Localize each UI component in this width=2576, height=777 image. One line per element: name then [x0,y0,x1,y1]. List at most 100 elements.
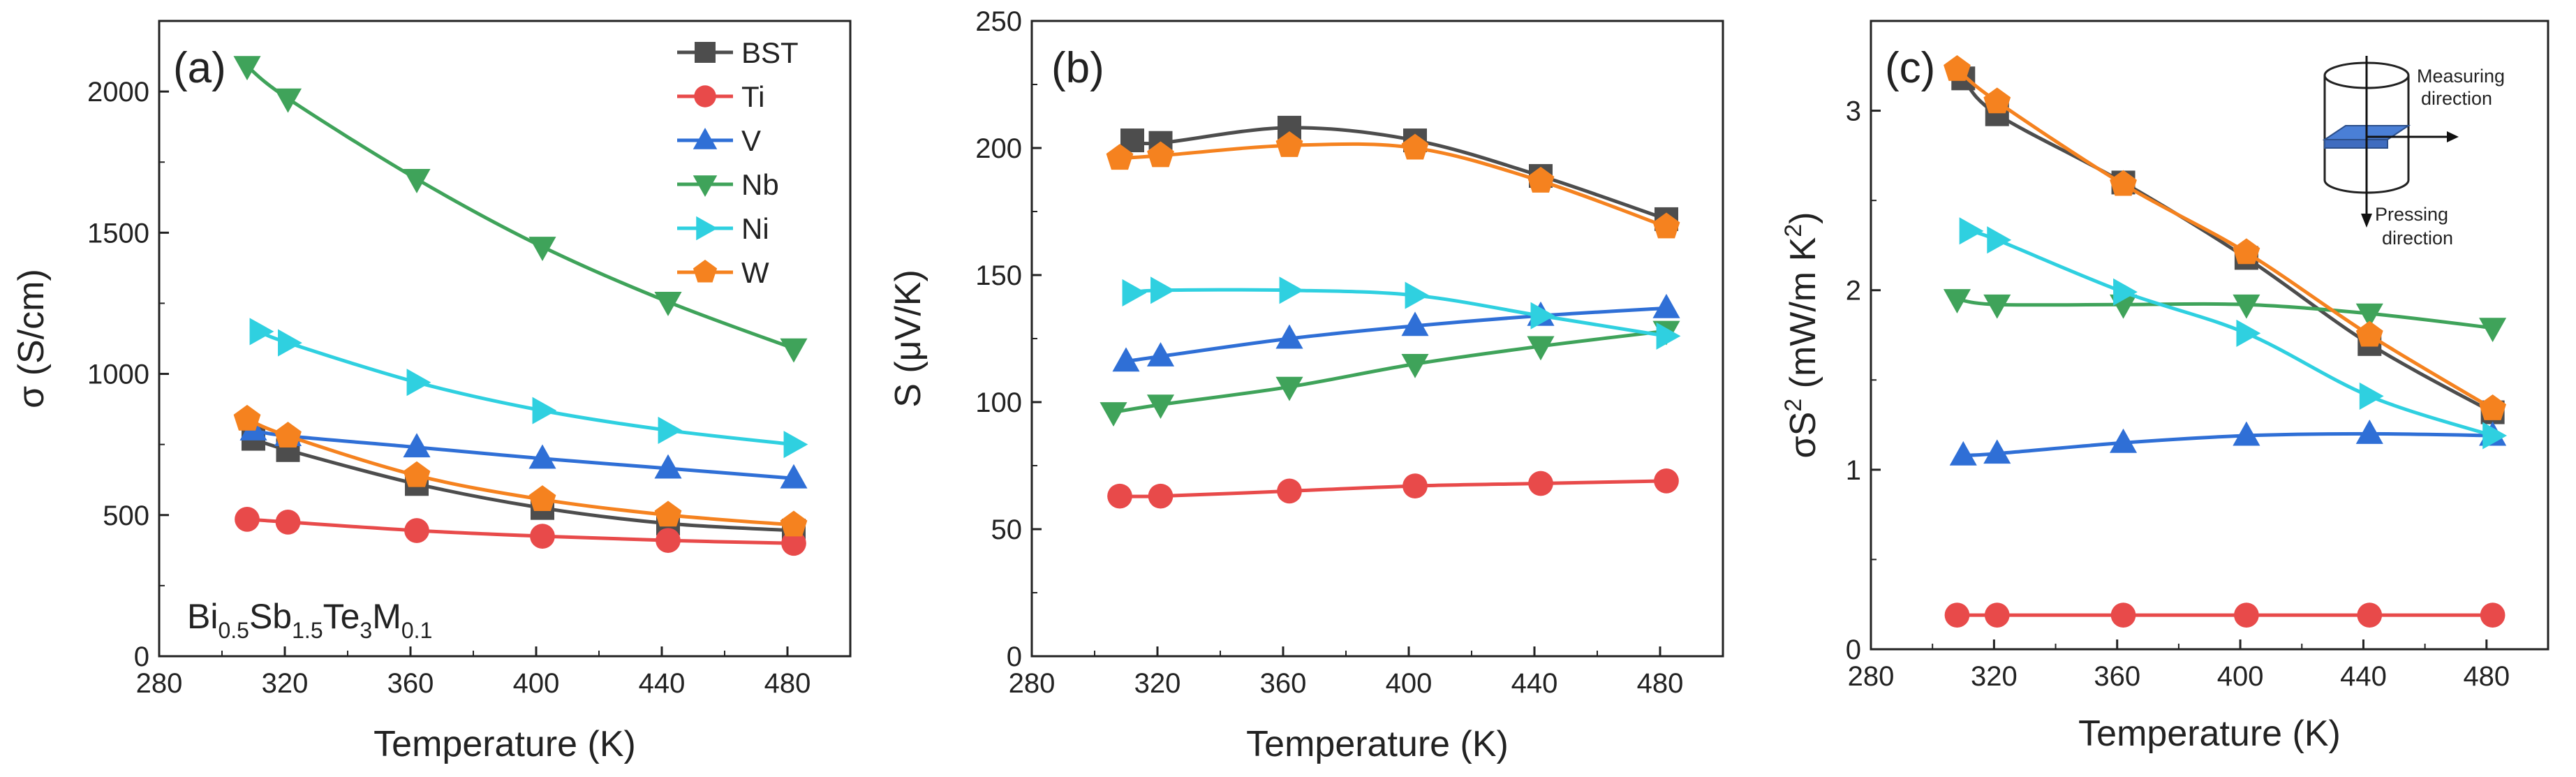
data-point [1148,483,1174,509]
plot-frame [158,20,852,658]
data-point [2233,294,2260,319]
series-nb [1100,320,1680,427]
data-point [656,528,681,554]
data-point [1984,602,2010,628]
series-nb [233,56,808,363]
legend-label: BST [741,36,799,69]
pressing-direction-label: Pressing [2375,204,2448,225]
data-point [403,169,431,193]
x-tick-label: 440 [1511,668,1558,699]
data-point [780,510,808,537]
data-point [1530,302,1555,330]
plot-frame [1030,20,1724,658]
data-point [2234,602,2259,628]
x-tick-label: 280 [136,668,183,699]
data-point [654,291,682,316]
data-point [658,416,683,444]
data-point [528,237,556,261]
x-tick-label: 360 [387,668,434,699]
data-point [233,56,261,81]
data-point [2110,170,2137,196]
x-tick-label: 360 [2094,661,2140,692]
data-point [528,444,556,469]
measuring-direction-label: direction [2421,88,2492,109]
data-point [1527,166,1555,193]
data-point [1106,144,1134,170]
data-point [2355,320,2383,347]
legend-marker [693,128,718,149]
series-v [1949,420,2507,466]
data-point [1150,276,1175,304]
series-ti [1944,602,2505,628]
legend-item-ni: Ni [677,212,769,245]
series-line [258,330,794,447]
series-line [246,64,794,350]
series-v [239,416,808,489]
data-point [1122,279,1147,307]
data-point [1107,483,1132,509]
x-tick-label: 280 [1009,668,1056,699]
data-point [1112,347,1140,372]
legend-item-w: W [677,256,769,289]
series-w [233,404,808,537]
data-point [403,461,431,487]
x-tick-label: 320 [1134,668,1181,699]
data-point [1656,322,1681,350]
data-point [1275,324,1303,349]
y-tick-label: 3 [1846,96,1861,127]
series-v [1112,293,1680,372]
data-point [1987,226,2012,254]
y-tick-label: 100 [975,387,1022,418]
series-line [1132,126,1667,221]
series-ti [235,506,806,556]
series-w [1944,55,2507,420]
data-point [2480,602,2505,628]
data-point [274,422,302,448]
data-point [2479,318,2507,343]
series-ni [249,318,808,459]
data-point [1528,471,1553,496]
panel-b: 280 320 360 400 440 480 0 50 100 150 200 250 (b) Te… [888,6,1724,764]
series-line [1119,142,1667,229]
data-point [1402,473,1428,498]
series-line [1119,479,1667,498]
data-point [1401,353,1429,378]
x-tick-label: 480 [1637,668,1684,699]
panel-label: (a) [173,44,226,92]
legend-item-bst: BST [677,36,799,69]
y-tick-label: 500 [103,501,149,531]
data-point [2357,602,2383,628]
y-tick-label: 1500 [87,218,149,249]
y-tick-label: 200 [975,133,1022,164]
y-tick-label: 2000 [87,77,149,108]
data-point [2113,278,2138,306]
data-point [1943,289,1971,313]
data-point [249,318,274,346]
legend-item-v: V [677,124,761,157]
data-point [274,88,302,113]
data-point [654,501,682,527]
legend-marker [696,216,718,241]
panel-c: 280 320 360 400 440 480 0 1 2 3 (c) Temperature (… [1780,20,2549,754]
data-point [1983,87,2011,114]
y-tick-label: 0 [1846,635,1861,665]
x-tick-label: 480 [764,668,811,699]
pressing-direction-label: direction [2382,228,2453,249]
data-point [404,518,429,543]
data-point [1275,131,1303,157]
data-point [1944,55,1971,81]
data-point [2233,238,2260,265]
panel-label: (b) [1051,44,1104,92]
series-line [246,517,794,545]
data-point [2355,303,2383,328]
data-point [1949,441,1977,466]
x-tick-label: 320 [262,668,309,699]
data-point [278,329,302,357]
legend-item-ti: Ti [677,80,764,113]
series-ni [1122,276,1681,350]
x-tick-label: 440 [2340,661,2387,692]
series-w [1106,131,1680,239]
data-point [406,369,431,397]
series-line [1969,229,2494,438]
legend-label: W [741,256,769,289]
